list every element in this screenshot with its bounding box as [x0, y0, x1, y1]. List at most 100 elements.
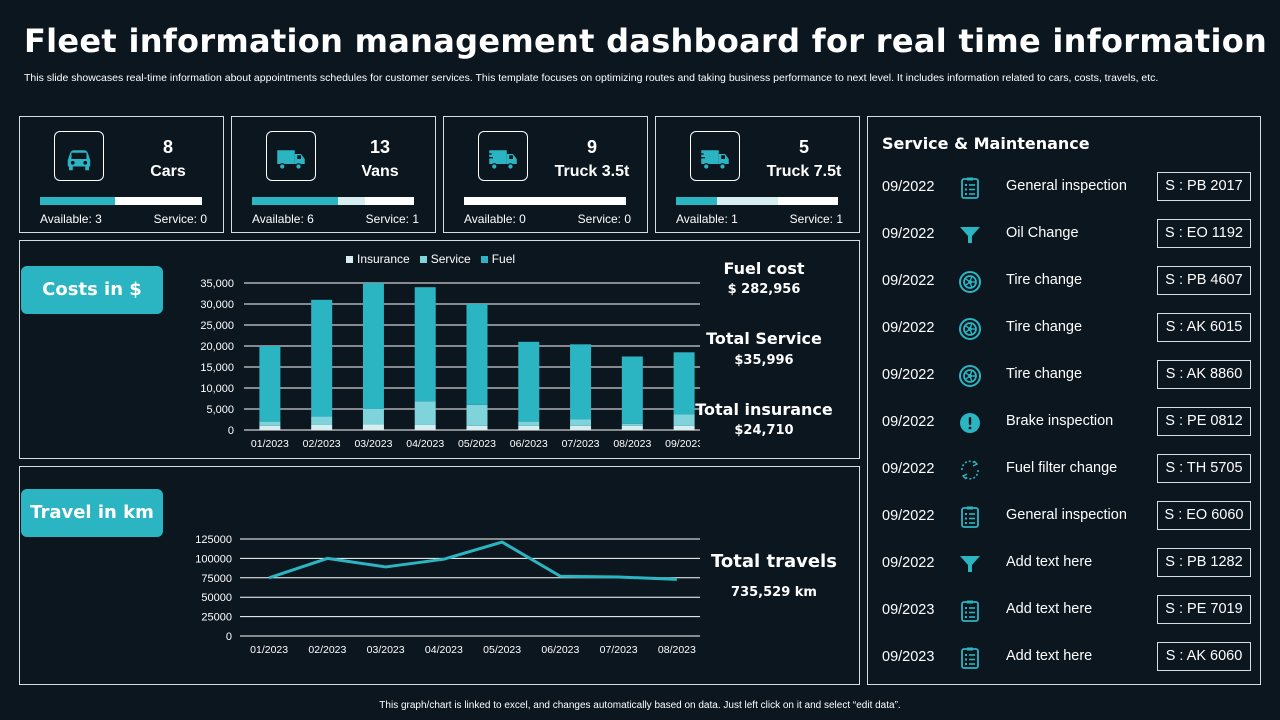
clipboard-icon — [958, 176, 982, 200]
travel-line-chart: 0 25000 50000 75000 100000 125000 01/2023 02/20… — [195, 534, 700, 656]
service-task: Tire change — [1006, 272, 1083, 288]
service-row: 09/2022 Tire change S : AK 8860 — [868, 359, 1260, 393]
x-tick-label: 07/2023 — [562, 438, 600, 450]
service-row: 09/2023 Add text here S : AK 6060 — [868, 641, 1260, 675]
total-service-label: Total Service — [706, 329, 822, 348]
availability-bar — [464, 197, 626, 205]
vehicle-type: Vans — [361, 163, 399, 180]
bar-segment-service — [259, 421, 281, 426]
x-tick-label: 08/2023 — [658, 644, 696, 656]
x-tick-label: 03/2023 — [367, 644, 405, 656]
service-vehicle-id: S : PE 7019 — [1157, 595, 1251, 624]
vehicle-card: 9 Truck 3.5t Available: 0 Service: 0 — [443, 116, 648, 233]
x-tick-label: 02/2023 — [303, 438, 341, 450]
travel-panel: Travel in km 0 25000 50000 75000 100000 12500… — [19, 466, 860, 685]
available-count: Available: 0 — [464, 212, 526, 226]
service-date: 09/2022 — [882, 555, 935, 571]
service-vehicle-id: S : AK 6015 — [1157, 313, 1251, 342]
bar-segment-fuel — [311, 299, 333, 417]
service-vehicle-id: S : EO 1192 — [1157, 219, 1251, 248]
vehicle-type: Truck 3.5t — [554, 163, 630, 180]
service-task: Fuel filter change — [1006, 460, 1118, 476]
service-row: 09/2022 Fuel filter change S : TH 5705 — [868, 453, 1260, 487]
page-subtitle: This slide showcases real-time informati… — [24, 72, 1159, 84]
service-date: 09/2022 — [882, 320, 935, 336]
available-count: Available: 1 — [676, 212, 738, 226]
service-maintenance-panel: Service & Maintenance 09/2022 General ins… — [867, 116, 1261, 685]
page-title: Fleet information management dashboard f… — [24, 22, 1268, 60]
x-tick-label: 04/2023 — [425, 644, 463, 656]
bar-segment-service — [466, 404, 488, 426]
service-segment — [716, 197, 779, 205]
availability-bar — [252, 197, 414, 205]
service-row: 09/2022 Oil Change S : EO 1192 — [868, 218, 1260, 252]
service-vehicle-id: S : PB 2017 — [1157, 172, 1251, 201]
service-task: Add text here — [1006, 601, 1093, 617]
service-row: 09/2022 General inspection S : EO 6060 — [868, 500, 1260, 534]
legend-item: Fuel — [480, 252, 515, 266]
x-tick-label: 06/2023 — [510, 438, 548, 450]
service-vehicle-id: S : PB 4607 — [1157, 266, 1251, 295]
service-task: Add text here — [1006, 648, 1093, 664]
van-icon — [266, 131, 316, 181]
availability-bar — [676, 197, 838, 205]
service-row: 09/2022 General inspection S : PB 2017 — [868, 171, 1260, 205]
funnel-icon — [958, 223, 982, 247]
x-tick-label: 08/2023 — [613, 438, 651, 450]
x-tick-label: 02/2023 — [308, 644, 346, 656]
x-tick-label: 05/2023 — [483, 644, 521, 656]
y-tick-label: 5,000 — [206, 404, 234, 416]
service-date: 09/2022 — [882, 414, 935, 430]
service-task: Tire change — [1006, 366, 1083, 382]
x-tick-label: 01/2023 — [251, 438, 289, 450]
travel-label: Travel in km — [21, 489, 163, 537]
vehicle-count: 13 — [369, 137, 391, 157]
service-vehicle-id: S : PB 1282 — [1157, 548, 1251, 577]
bar-segment-insurance — [414, 424, 436, 430]
service-date: 09/2022 — [882, 367, 935, 383]
service-date: 09/2022 — [882, 179, 935, 195]
service-task: Tire change — [1006, 319, 1083, 335]
service-task: General inspection — [1006, 507, 1127, 523]
service-vehicle-id: S : TH 5705 — [1157, 454, 1251, 483]
service-task: Oil Change — [1006, 225, 1079, 241]
vehicle-count: 5 — [798, 137, 809, 157]
service-segment — [337, 197, 366, 205]
legend-item: Service — [419, 252, 471, 266]
bar-segment-fuel — [259, 346, 281, 422]
y-tick-label: 25,000 — [200, 320, 234, 332]
bar-segment-insurance — [362, 424, 384, 430]
tire-icon — [958, 270, 982, 294]
service-count: Service: 1 — [365, 212, 419, 226]
service-count: Service: 1 — [789, 212, 843, 226]
legend-swatch — [346, 255, 353, 263]
service-count: Service: 0 — [153, 212, 207, 226]
x-tick-label: 01/2023 — [250, 644, 288, 656]
service-row: 09/2023 Add text here S : PE 7019 — [868, 594, 1260, 628]
bar-segment-insurance — [311, 424, 333, 430]
service-task: Brake inspection — [1006, 413, 1114, 429]
truck-icon — [478, 131, 528, 181]
costs-bar-chart: 0 5,000 10,000 15,000 20,000 25,000 30,000 35,0… — [200, 278, 700, 450]
total-insurance-label: Total insurance — [695, 400, 833, 419]
clipboard-icon — [958, 599, 982, 623]
costs-panel: Costs in $ Insurance Service Fuel 0 5,000 10… — [19, 240, 860, 459]
vehicle-card: 8 Cars Available: 3 Service: 0 — [19, 116, 224, 233]
vehicle-card: 13 Vans Available: 6 Service: 1 — [231, 116, 436, 233]
fuel-cost-value: $ 282,956 — [727, 282, 801, 297]
bar-segment-fuel — [570, 344, 592, 420]
y-tick-label: 100000 — [195, 553, 232, 565]
service-count: Service: 0 — [577, 212, 631, 226]
bar-segment-service — [570, 419, 592, 426]
service-date: 09/2022 — [882, 226, 935, 242]
legend-item: Insurance — [346, 252, 410, 266]
total-insurance-value: $24,710 — [734, 423, 794, 438]
y-tick-label: 35,000 — [200, 278, 234, 290]
service-title: Service & Maintenance — [882, 134, 1090, 153]
travel-line — [268, 540, 677, 581]
refresh-icon — [958, 458, 982, 482]
bar-segment-service — [621, 423, 643, 426]
bar-segment-fuel — [414, 287, 436, 402]
costs-legend: Insurance Service Fuel — [346, 252, 515, 266]
y-tick-label: 20,000 — [200, 341, 234, 353]
